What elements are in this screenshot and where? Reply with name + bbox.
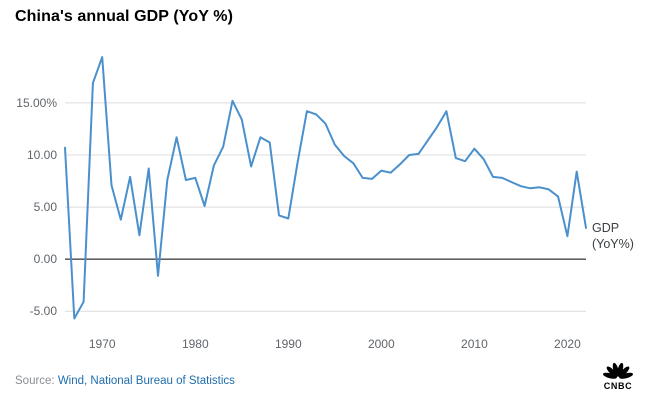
- source-link[interactable]: Wind, National Bureau of Statistics: [57, 375, 235, 387]
- series-end-label-line2: (YoY%): [592, 237, 634, 251]
- y-tick-label: 15.00%: [16, 96, 57, 110]
- x-tick-label: 1980: [182, 337, 209, 351]
- x-tick-label: 2000: [368, 337, 395, 351]
- y-tick-label: 10.00: [27, 148, 57, 162]
- x-tick-label: 1990: [275, 337, 302, 351]
- y-tick-label: -5.00: [30, 304, 58, 318]
- x-tick-label: 1970: [89, 337, 116, 351]
- cnbc-logo: CNBC: [598, 360, 638, 391]
- x-tick-label: 2020: [554, 337, 581, 351]
- source-prefix: Source:: [15, 375, 58, 387]
- y-tick-label: 5.00: [34, 200, 58, 214]
- cnbc-logo-text: CNBC: [603, 381, 633, 391]
- page-title: China's annual GDP (YoY %): [15, 8, 233, 25]
- series-end-label: GDP (YoY%): [592, 220, 634, 252]
- source-text: Source: Wind, National Bureau of Statist…: [15, 375, 235, 387]
- series-end-label-line1: GDP: [592, 221, 620, 235]
- gdp-series-line: [64, 56, 587, 320]
- y-tick-label: 0.00: [34, 252, 58, 266]
- peacock-icon: [603, 362, 633, 379]
- gdp-line-chart: 15.00% 10.00 5.00 0.00 -5.00 1970 1980 1990 2000…: [16, 56, 587, 351]
- x-tick-label: 2010: [461, 337, 488, 351]
